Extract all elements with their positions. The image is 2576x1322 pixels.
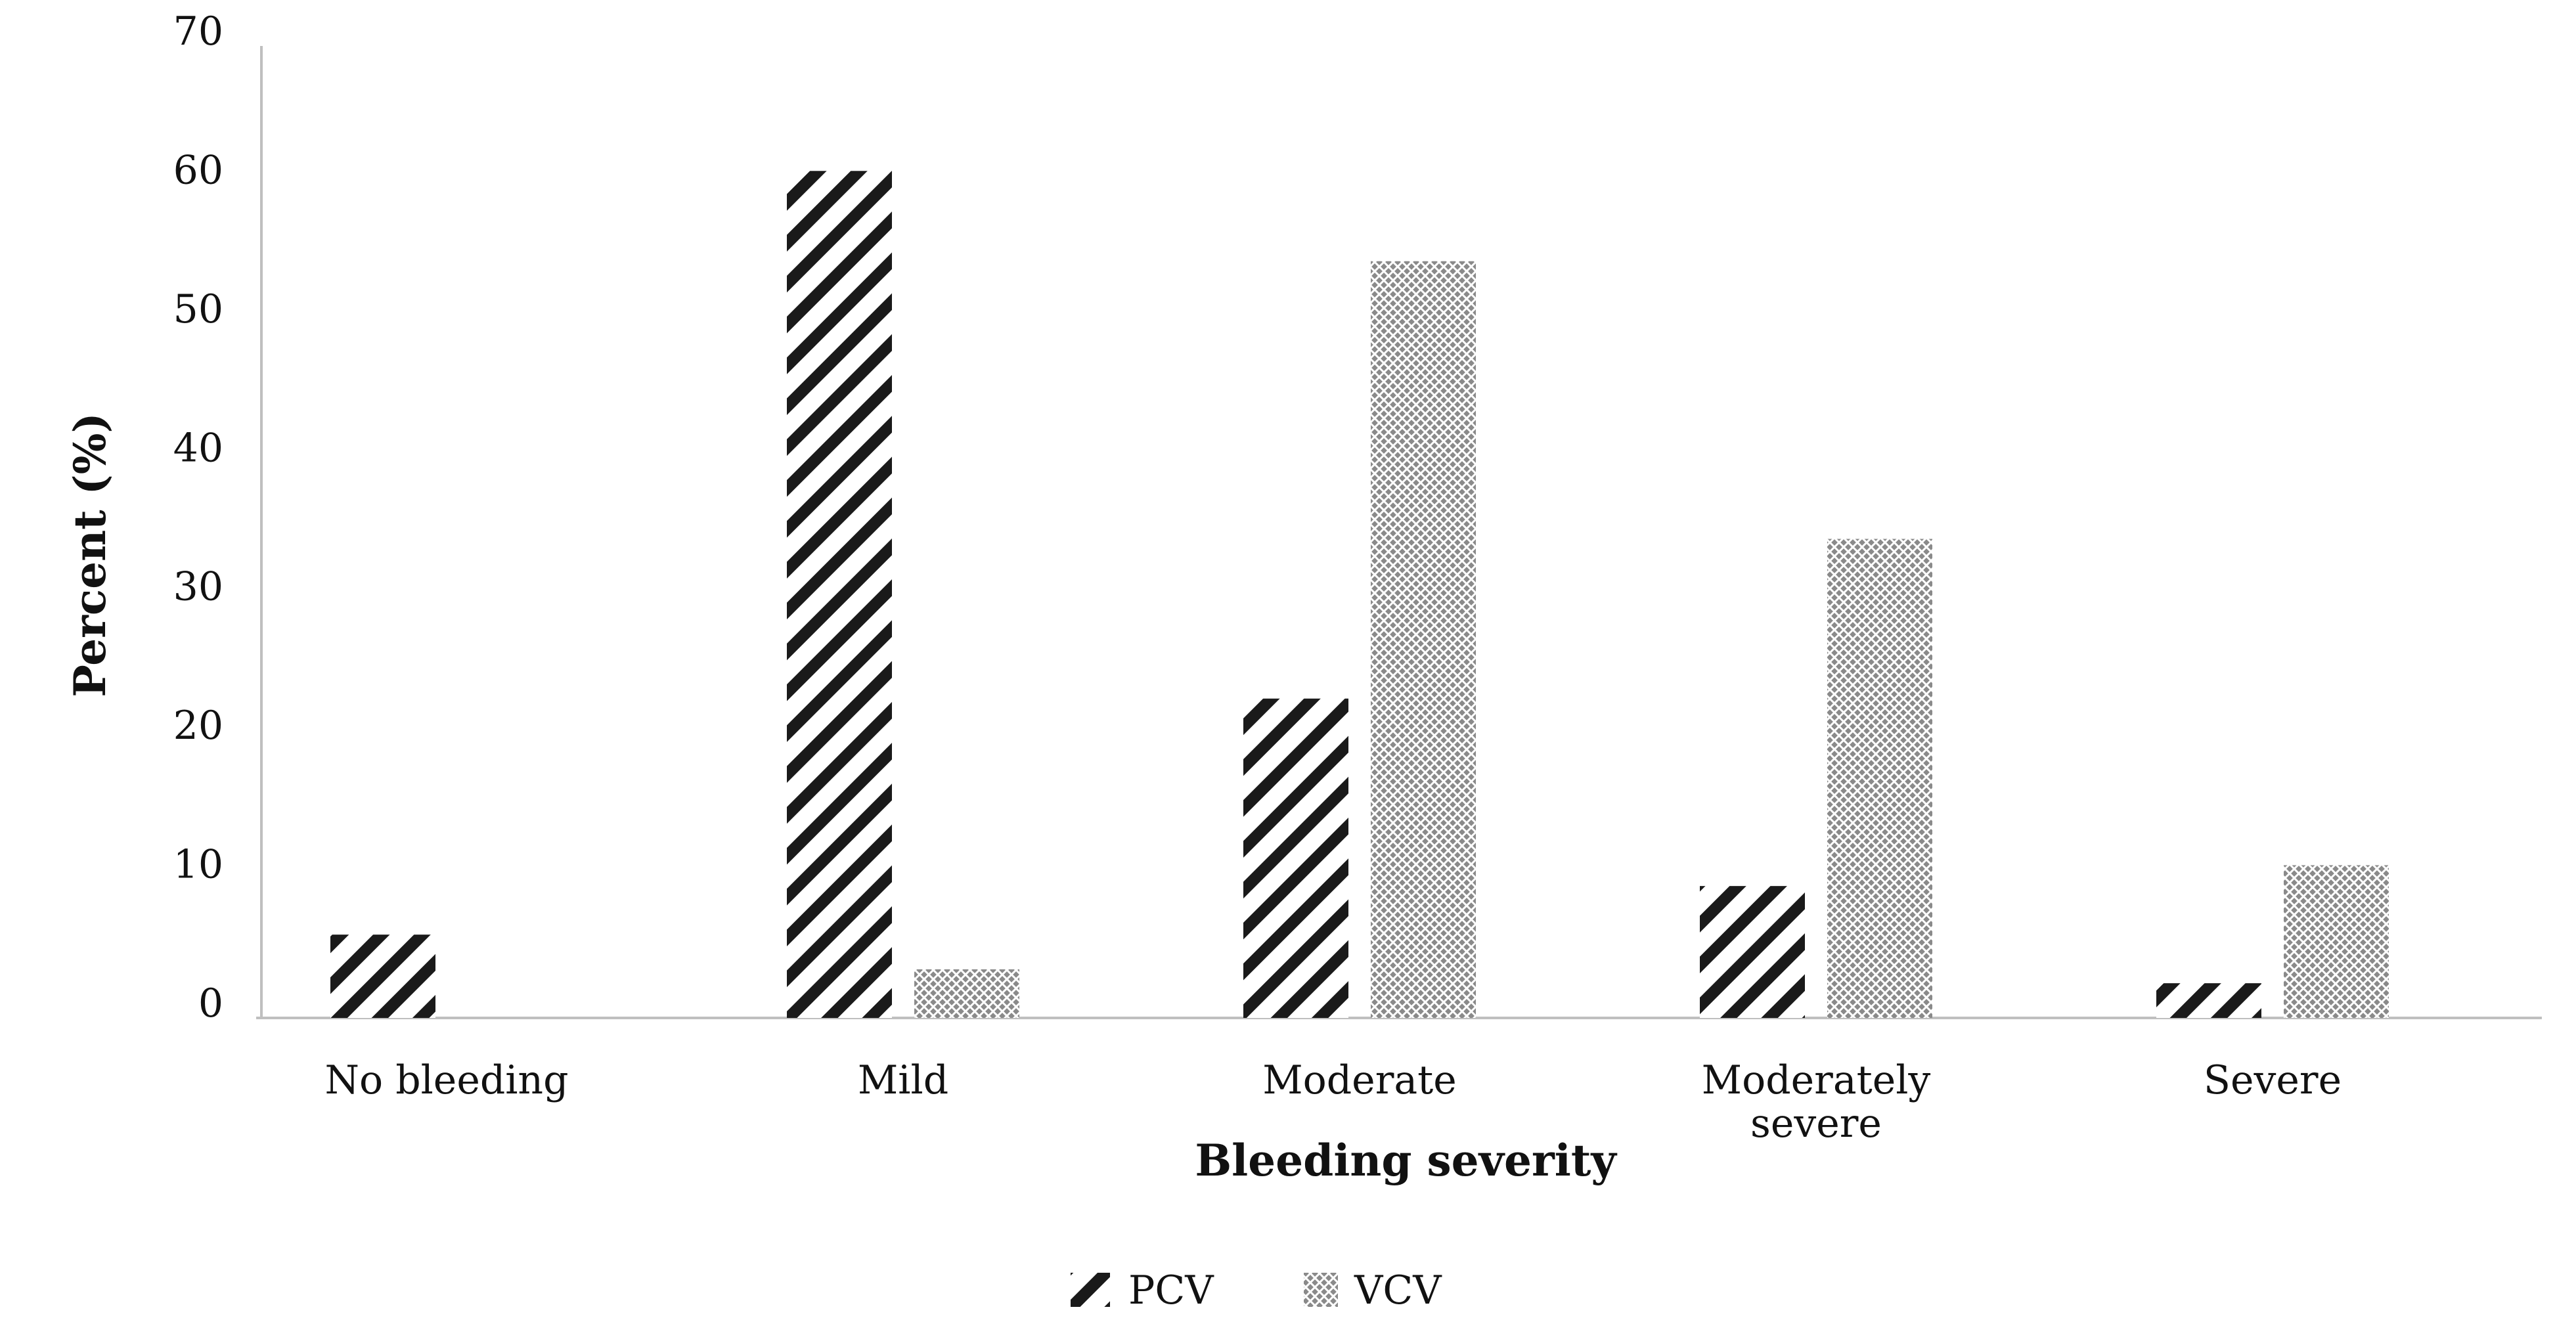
bar-pcv — [1700, 886, 1805, 1018]
bar-vcv — [1827, 539, 1932, 1018]
x-tick-labels: No bleeding Mild Moderate Moderately severe S… — [325, 1057, 2342, 1147]
y-tick-label: 60 — [173, 147, 223, 193]
bars — [330, 171, 2389, 1019]
bar-pcv — [330, 935, 435, 1018]
x-axis-title: Bleeding severity — [1195, 1135, 1617, 1186]
y-tick-label: 50 — [173, 286, 223, 332]
x-tick-label: Moderately severe — [1702, 1057, 1931, 1147]
y-tick-label: 20 — [173, 703, 223, 749]
bar-vcv — [2284, 865, 2389, 1018]
legend-label-vcv: VCV — [1354, 1267, 1442, 1313]
legend-item-pcv: PCV — [1071, 1267, 1214, 1313]
legend-item-vcv: VCV — [1304, 1267, 1442, 1313]
bar-vcv — [1371, 261, 1476, 1018]
x-tick-label: Moderate — [1262, 1057, 1457, 1103]
bar-pcv — [787, 171, 892, 1019]
bar-pcv — [1243, 698, 1348, 1018]
x-tick-label: Severe — [2204, 1057, 2342, 1103]
y-tick-label: 70 — [173, 9, 223, 55]
legend-swatch-vcv — [1304, 1273, 1338, 1307]
y-tick-label: 40 — [173, 425, 223, 471]
bar-vcv — [914, 969, 1019, 1018]
x-tick-label: No bleeding — [325, 1057, 569, 1103]
legend-swatch-pcv — [1071, 1273, 1110, 1307]
bar-pcv — [2156, 983, 2261, 1018]
legend: PCV VCV — [1071, 1267, 1442, 1313]
y-tick-label: 30 — [173, 564, 223, 610]
y-tick-label: 10 — [173, 842, 223, 888]
x-tick-label: Mild — [858, 1057, 948, 1103]
legend-label-pcv: PCV — [1128, 1267, 1214, 1313]
y-tick-label: 0 — [198, 980, 223, 1026]
y-axis-title: Percent (%) — [64, 412, 116, 697]
y-tick-labels: 0 10 20 30 40 50 60 70 — [173, 9, 223, 1026]
